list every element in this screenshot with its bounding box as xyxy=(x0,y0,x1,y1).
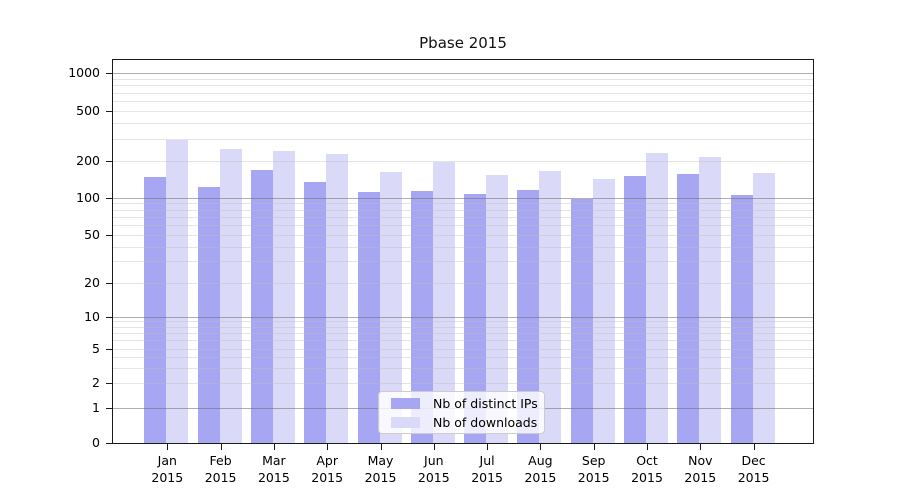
legend-item-downloads: Nb of downloads xyxy=(391,414,544,430)
legend-label-downloads: Nb of downloads xyxy=(433,414,538,430)
bar-ips-jan xyxy=(144,177,167,443)
bar-downloads-may xyxy=(379,171,402,443)
y-tick-label-2: 2 xyxy=(92,375,100,390)
bar-ips-may xyxy=(357,192,380,443)
bars-layer xyxy=(113,60,813,443)
y-tick-label-500: 500 xyxy=(76,103,100,118)
y-tick-5 xyxy=(106,348,112,350)
x-tick-nov xyxy=(700,444,702,450)
bar-downloads-jun xyxy=(432,162,455,443)
x-tick-mar xyxy=(273,444,275,450)
bar-ips-nov xyxy=(677,174,700,443)
x-tick-label-dec: Dec 2015 xyxy=(737,453,770,485)
chart-title: Pbase 2015 xyxy=(419,34,507,52)
x-tick-label-aug: Aug 2015 xyxy=(524,453,557,485)
plot-frame xyxy=(112,59,814,444)
bar-ips-mar xyxy=(250,170,273,443)
bar-downloads-oct xyxy=(646,152,668,443)
x-tick-label-jan: Jan 2015 xyxy=(151,453,184,485)
bar-downloads-mar xyxy=(272,151,295,443)
x-tick-feb xyxy=(220,444,222,450)
x-tick-label-oct: Oct 2015 xyxy=(631,453,663,485)
y-tick-20 xyxy=(106,282,112,284)
y-tick-1000 xyxy=(106,73,112,74)
y-tick-1 xyxy=(106,408,112,409)
x-tick-sep xyxy=(593,444,595,450)
y-tick-100 xyxy=(106,197,112,199)
x-tick-label-jul: Jul 2015 xyxy=(471,453,503,485)
x-tick-label-may: May 2015 xyxy=(364,453,397,485)
y-tick-label-100: 100 xyxy=(76,189,100,205)
bar-ips-oct xyxy=(624,176,646,443)
bar-downloads-jan xyxy=(166,140,189,443)
bar-downloads-aug xyxy=(539,170,562,443)
legend-item-distinct-ips: Nb of distinct IPs xyxy=(391,395,544,411)
bar-downloads-nov xyxy=(699,157,722,443)
bar-downloads-dec xyxy=(752,173,775,443)
y-tick-label-200: 200 xyxy=(76,153,100,168)
y-tick-500 xyxy=(106,111,112,112)
bar-downloads-feb xyxy=(219,149,242,443)
y-tick-label-20: 20 xyxy=(84,274,100,290)
x-tick-dec xyxy=(753,444,755,450)
x-tick-jul xyxy=(487,444,489,450)
bar-ips-jul xyxy=(464,193,487,443)
bar-ips-apr xyxy=(304,181,327,443)
x-tick-oct xyxy=(647,444,648,450)
x-tick-jan xyxy=(167,444,169,450)
y-tick-label-50: 50 xyxy=(84,227,100,242)
x-tick-label-mar: Mar 2015 xyxy=(257,453,290,485)
x-tick-label-apr: Apr 2015 xyxy=(311,453,344,485)
x-tick-label-feb: Feb 2015 xyxy=(204,453,237,485)
x-tick-aug xyxy=(540,444,542,450)
legend-swatch-downloads xyxy=(391,416,420,428)
y-tick-50 xyxy=(106,235,112,236)
x-tick-label-sep: Sep 2015 xyxy=(577,453,610,485)
legend: Nb of distinct IPs Nb of downloads xyxy=(378,391,545,434)
x-tick-may xyxy=(380,444,382,450)
bar-ips-dec xyxy=(730,194,753,443)
bar-downloads-jul xyxy=(486,175,509,443)
legend-swatch-ips xyxy=(391,397,420,409)
y-tick-0 xyxy=(106,443,112,444)
bar-ips-sep xyxy=(570,199,593,443)
x-tick-apr xyxy=(327,444,329,450)
y-tick-label-1000: 1000 xyxy=(68,65,100,80)
legend-label-ips: Nb of distinct IPs xyxy=(433,395,538,411)
y-tick-2 xyxy=(106,383,112,384)
y-tick-label-10: 10 xyxy=(84,308,100,324)
x-tick-jun xyxy=(433,444,435,450)
y-tick-label-5: 5 xyxy=(92,340,100,356)
y-tick-label-0: 0 xyxy=(92,435,100,450)
bar-downloads-sep xyxy=(592,179,615,443)
x-tick-label-nov: Nov 2015 xyxy=(684,453,717,485)
bar-ips-aug xyxy=(517,189,540,443)
bar-ips-feb xyxy=(197,186,220,443)
y-tick-label-1: 1 xyxy=(92,400,100,415)
x-tick-label-jun: Jun 2015 xyxy=(417,453,450,485)
plot-area xyxy=(113,60,813,443)
bar-downloads-apr xyxy=(326,154,349,443)
y-tick-200 xyxy=(106,161,112,162)
y-tick-10 xyxy=(106,316,112,318)
